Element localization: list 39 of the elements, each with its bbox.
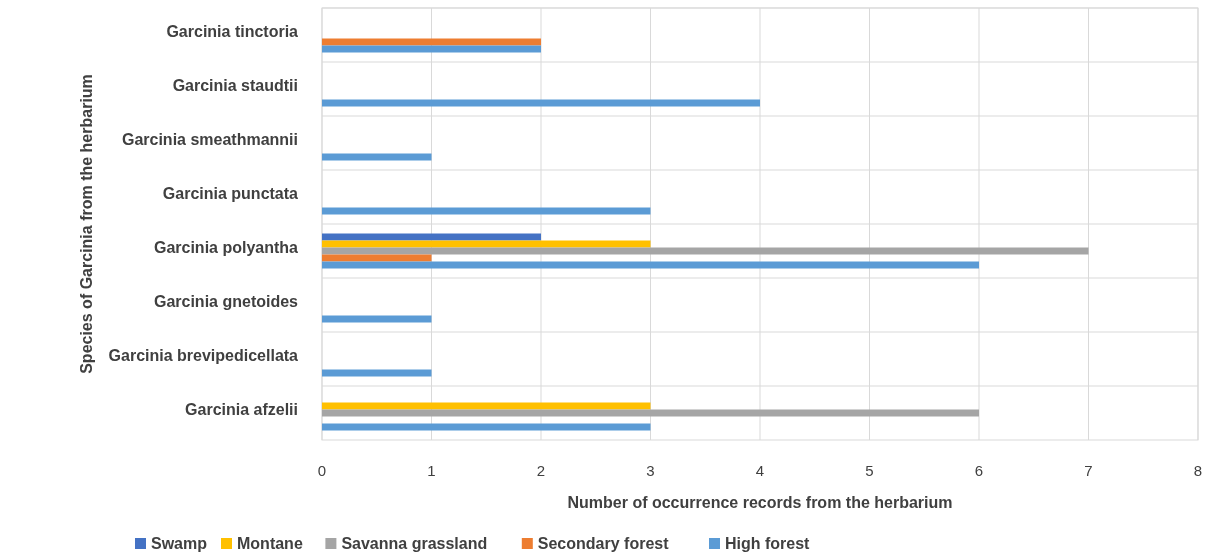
bar	[322, 207, 651, 215]
bar	[322, 153, 432, 161]
legend-label: Swamp	[151, 535, 208, 552]
y-tick-label: Garcinia brevipedicellata	[108, 347, 299, 364]
y-tick-label: Garcinia punctata	[162, 185, 299, 202]
legend-label: Savanna grassland	[341, 535, 488, 552]
x-tick-label: 4	[755, 462, 765, 479]
bar	[322, 38, 541, 46]
legend-label: Secondary forest	[537, 535, 670, 552]
x-tick-label: 6	[974, 462, 984, 479]
y-tick-label: Garcinia polyantha	[153, 239, 299, 256]
bar	[322, 315, 432, 323]
bar	[322, 99, 760, 107]
bar	[322, 409, 979, 417]
x-tick-label: 8	[1193, 462, 1203, 479]
bar	[322, 247, 1089, 255]
x-tick-label: 5	[865, 462, 874, 479]
x-tick-label: 1	[427, 462, 436, 479]
legend-label: High forest	[725, 535, 811, 552]
bar	[322, 240, 651, 248]
bar	[322, 45, 541, 53]
bar	[322, 402, 651, 410]
y-tick-label: Garcinia staudtii	[172, 77, 298, 94]
x-tick-label: 0	[317, 462, 327, 479]
y-tick-label: Garcinia gnetoides	[153, 293, 299, 310]
y-tick-label: Garcinia smeathmannii	[121, 131, 298, 148]
bar	[322, 423, 651, 431]
bar	[322, 369, 432, 377]
x-axis-title: Number of occurrence records from the herbarium	[567, 494, 953, 511]
x-tick-label: 3	[646, 462, 655, 479]
bar	[322, 261, 979, 269]
legend-label: Montane	[237, 535, 303, 552]
y-tick-label: Garcinia afzelii	[185, 401, 298, 418]
x-tick-label: 7	[1084, 462, 1093, 479]
x-tick-label: 2	[536, 462, 546, 479]
y-axis-title: Species of Garcinia from the herbarium	[78, 74, 95, 374]
bar	[322, 254, 432, 262]
bar	[322, 233, 541, 241]
y-tick-label: Garcinia tinctoria	[166, 23, 299, 40]
